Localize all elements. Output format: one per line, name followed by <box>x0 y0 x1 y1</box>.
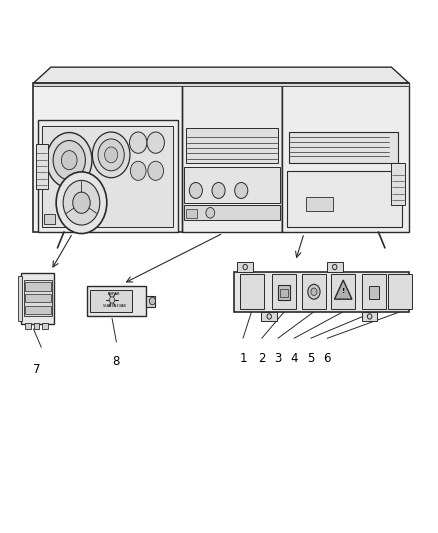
Text: 2: 2 <box>258 352 265 365</box>
Circle shape <box>235 182 248 198</box>
Text: 56046133AB: 56046133AB <box>102 304 126 309</box>
Bar <box>44 214 55 224</box>
Polygon shape <box>38 120 177 232</box>
Bar <box>280 288 288 297</box>
Bar <box>34 322 39 329</box>
Bar <box>302 274 326 309</box>
Bar <box>362 312 378 321</box>
Circle shape <box>92 132 130 177</box>
Bar <box>42 322 48 329</box>
Circle shape <box>308 284 320 299</box>
Bar <box>21 273 54 324</box>
Circle shape <box>147 132 164 154</box>
Bar <box>42 126 173 227</box>
Bar <box>186 208 197 218</box>
Bar <box>278 285 290 300</box>
Bar <box>182 83 283 232</box>
Circle shape <box>131 161 146 180</box>
Circle shape <box>212 182 225 198</box>
Bar <box>272 274 296 309</box>
Bar <box>287 171 403 227</box>
Text: 8: 8 <box>113 356 120 368</box>
Bar <box>184 166 280 203</box>
Bar <box>283 83 409 232</box>
Circle shape <box>105 147 118 163</box>
Bar <box>327 262 343 272</box>
Polygon shape <box>33 67 409 83</box>
Circle shape <box>189 182 202 198</box>
Bar <box>392 163 405 205</box>
Bar <box>362 274 386 309</box>
Text: MOPAR: MOPAR <box>108 292 120 296</box>
Text: !: ! <box>342 288 345 294</box>
Circle shape <box>98 139 124 171</box>
Bar <box>306 197 332 211</box>
Bar <box>389 274 413 309</box>
Bar <box>25 294 51 302</box>
Bar <box>234 272 409 312</box>
Bar <box>35 144 48 189</box>
Bar <box>18 276 22 321</box>
Bar <box>146 296 155 308</box>
Circle shape <box>73 192 90 213</box>
Text: 4: 4 <box>290 352 298 365</box>
Circle shape <box>61 151 77 169</box>
Bar <box>289 132 398 163</box>
Bar <box>24 280 52 316</box>
Text: 7: 7 <box>33 364 41 376</box>
Bar <box>33 83 409 86</box>
Circle shape <box>206 207 215 218</box>
Text: 6: 6 <box>324 352 331 365</box>
Circle shape <box>63 180 100 225</box>
Bar <box>369 286 379 299</box>
Text: 5: 5 <box>307 352 314 365</box>
Circle shape <box>53 141 85 180</box>
Circle shape <box>110 297 115 303</box>
Bar <box>89 289 132 312</box>
Bar <box>261 312 277 321</box>
Circle shape <box>56 172 107 233</box>
Circle shape <box>46 133 92 188</box>
Bar <box>25 282 51 290</box>
Bar <box>186 128 278 163</box>
Text: 1: 1 <box>239 352 247 365</box>
Bar <box>331 274 355 309</box>
Bar <box>87 286 146 316</box>
Text: 3: 3 <box>274 352 282 365</box>
Bar <box>240 274 264 309</box>
Polygon shape <box>33 83 409 232</box>
Circle shape <box>130 132 147 154</box>
Bar <box>184 205 280 220</box>
Bar <box>25 305 51 314</box>
Circle shape <box>148 161 163 180</box>
Bar <box>237 262 253 272</box>
Circle shape <box>149 297 155 305</box>
Bar <box>25 322 31 329</box>
Circle shape <box>311 288 317 295</box>
Polygon shape <box>335 280 352 299</box>
